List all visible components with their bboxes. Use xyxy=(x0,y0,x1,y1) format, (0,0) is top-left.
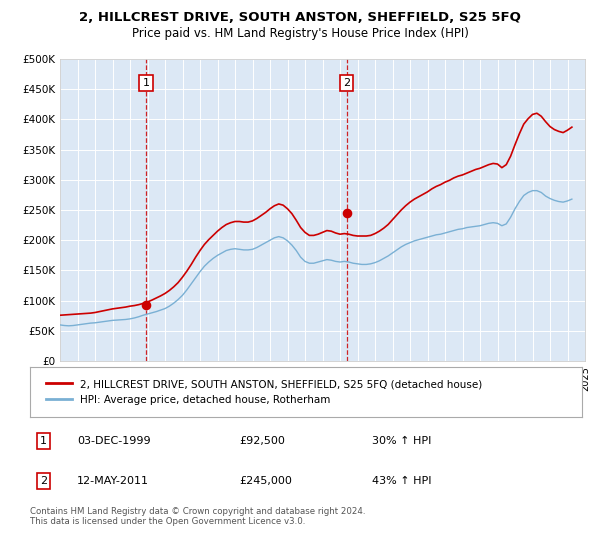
Text: 1: 1 xyxy=(40,436,47,446)
Point xyxy=(141,301,151,310)
Text: 2, HILLCREST DRIVE, SOUTH ANSTON, SHEFFIELD, S25 5FQ: 2, HILLCREST DRIVE, SOUTH ANSTON, SHEFFI… xyxy=(79,11,521,25)
Text: Contains HM Land Registry data © Crown copyright and database right 2024.
This d: Contains HM Land Registry data © Crown c… xyxy=(30,507,365,526)
Text: 1: 1 xyxy=(143,78,149,88)
Text: £92,500: £92,500 xyxy=(240,436,286,446)
Text: 43% ↑ HPI: 43% ↑ HPI xyxy=(372,476,432,486)
Text: 2: 2 xyxy=(343,78,350,88)
Legend: 2, HILLCREST DRIVE, SOUTH ANSTON, SHEFFIELD, S25 5FQ (detached house), HPI: Aver: 2, HILLCREST DRIVE, SOUTH ANSTON, SHEFFI… xyxy=(41,374,488,410)
Text: 12-MAY-2011: 12-MAY-2011 xyxy=(77,476,149,486)
Text: £245,000: £245,000 xyxy=(240,476,293,486)
Text: Price paid vs. HM Land Registry's House Price Index (HPI): Price paid vs. HM Land Registry's House … xyxy=(131,27,469,40)
Point xyxy=(342,208,352,217)
Text: 03-DEC-1999: 03-DEC-1999 xyxy=(77,436,151,446)
Text: 2: 2 xyxy=(40,476,47,486)
Text: 30% ↑ HPI: 30% ↑ HPI xyxy=(372,436,431,446)
